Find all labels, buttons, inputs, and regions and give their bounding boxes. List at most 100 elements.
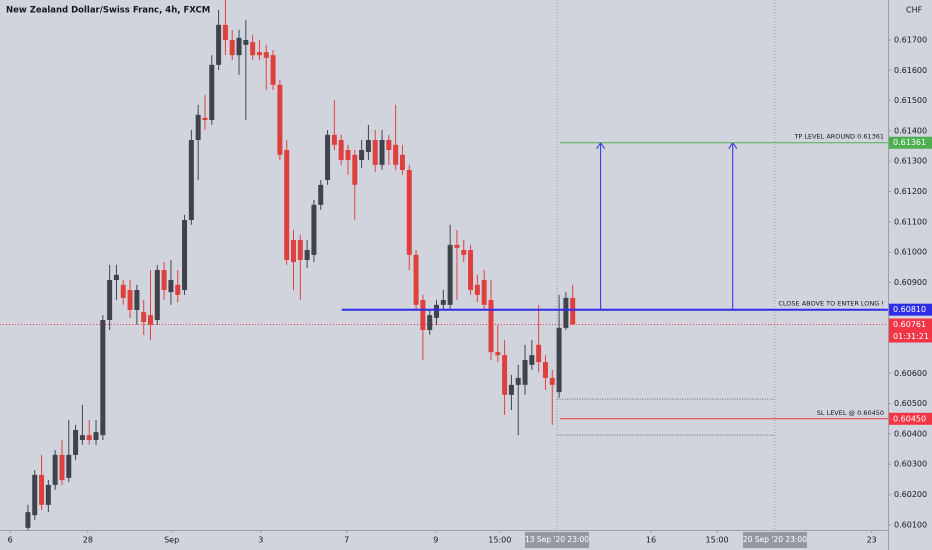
price-tag-bg	[889, 136, 932, 149]
y-tick-label: 0.60400	[894, 429, 927, 438]
y-tick-label: 0.61300	[894, 157, 927, 166]
candle-body	[345, 150, 351, 160]
price-tag: 0.61361	[893, 138, 926, 147]
candle-body	[379, 140, 385, 165]
candle-body	[182, 220, 188, 290]
x-tick-label: 15:00	[706, 536, 729, 545]
y-tick-label: 0.60900	[894, 278, 927, 287]
marker-label-bg	[525, 532, 590, 548]
candle-body	[270, 55, 276, 85]
y-tick-label: 0.61400	[894, 126, 927, 135]
candle-body	[39, 474, 45, 505]
candle-body	[141, 312, 147, 323]
candle-body	[236, 37, 242, 56]
candle-body	[522, 360, 528, 385]
candle-body	[474, 284, 480, 295]
candle-body	[291, 240, 297, 263]
price-tag: 0.60810	[893, 305, 926, 314]
candle-body	[59, 454, 65, 480]
currency: CHF	[906, 6, 923, 15]
candle-body	[359, 150, 365, 160]
candle-body	[263, 52, 269, 58]
y-tick-label: 0.61600	[894, 66, 927, 75]
x-tick-label: Sep	[164, 536, 179, 545]
candle-body	[556, 327, 562, 393]
candle-body	[440, 300, 446, 305]
price-tag: 0.60450	[893, 414, 926, 423]
candle-body	[168, 280, 174, 293]
y-tick-label: 0.61200	[894, 187, 927, 196]
candle-body	[304, 250, 310, 260]
candle-body	[147, 315, 153, 325]
candle-body	[250, 42, 256, 56]
marker-label-bg	[742, 532, 807, 548]
candle-body	[338, 140, 344, 160]
candle-body	[229, 40, 235, 56]
candle-body	[297, 240, 303, 260]
candle-body	[502, 355, 508, 395]
candle-body	[413, 254, 419, 305]
y-tick-label: 0.60500	[894, 399, 927, 408]
y-tick-label: 0.60100	[894, 520, 927, 529]
candle-body	[495, 352, 501, 356]
level-text: CLOSE ABOVE TO ENTER LONG !	[778, 300, 884, 308]
last-price-tag-bg	[889, 318, 932, 343]
candle-body	[549, 377, 555, 385]
candle-body	[45, 484, 51, 505]
y-tick-label: 0.61700	[894, 36, 927, 45]
candle-body	[406, 170, 412, 255]
candle-body	[542, 362, 548, 378]
candle-body	[393, 144, 399, 165]
candle-body	[52, 454, 58, 485]
candle-body	[420, 300, 426, 330]
y-tick-label: 0.61100	[894, 217, 927, 226]
candle-body	[529, 355, 535, 365]
candle-body	[461, 250, 467, 255]
marker-label: 20 Sep '20 23:00	[743, 535, 807, 544]
candle-body	[284, 150, 290, 260]
x-tick-label: 15:00	[488, 536, 511, 545]
candle-body	[161, 270, 167, 290]
candle-body	[325, 134, 331, 180]
candle-body	[468, 250, 474, 290]
candle-body	[536, 344, 542, 363]
candle-body	[318, 184, 324, 205]
candle-body	[93, 432, 99, 440]
x-tick-label: 7	[344, 536, 349, 545]
candle-body	[127, 290, 133, 310]
candle-body	[311, 204, 317, 255]
candle-body	[195, 114, 201, 140]
candle-body	[434, 304, 440, 318]
y-tick-label: 0.60200	[894, 490, 927, 499]
y-tick-label: 0.61500	[894, 96, 927, 105]
x-tick-label: 3	[258, 536, 263, 545]
candle-body	[66, 454, 72, 478]
candle-body	[32, 474, 38, 516]
x-tick-label: 28	[83, 536, 93, 545]
x-tick-label: 16	[646, 536, 656, 545]
candle-body	[216, 24, 222, 65]
candle-body	[399, 154, 405, 170]
candle-body	[100, 320, 106, 436]
candle-body	[188, 140, 194, 220]
candle-body	[563, 297, 569, 328]
candle-body	[107, 280, 113, 320]
candle-body	[79, 435, 85, 440]
candle-body	[372, 140, 378, 165]
candle-body	[454, 244, 460, 248]
candle-body	[365, 140, 371, 153]
candle-body	[222, 24, 228, 40]
candle-body	[243, 40, 249, 45]
level-text: SL LEVEL @ 0.60450	[817, 409, 884, 417]
candle-body	[488, 300, 494, 353]
y-tick-label: 0.60300	[894, 460, 927, 469]
x-tick-label: 6	[8, 536, 13, 545]
x-tick-label: 23	[867, 536, 877, 545]
candle-body	[202, 117, 208, 120]
candle-body	[481, 280, 487, 305]
countdown: 01:31:21	[893, 332, 929, 341]
candle-body	[175, 284, 181, 295]
